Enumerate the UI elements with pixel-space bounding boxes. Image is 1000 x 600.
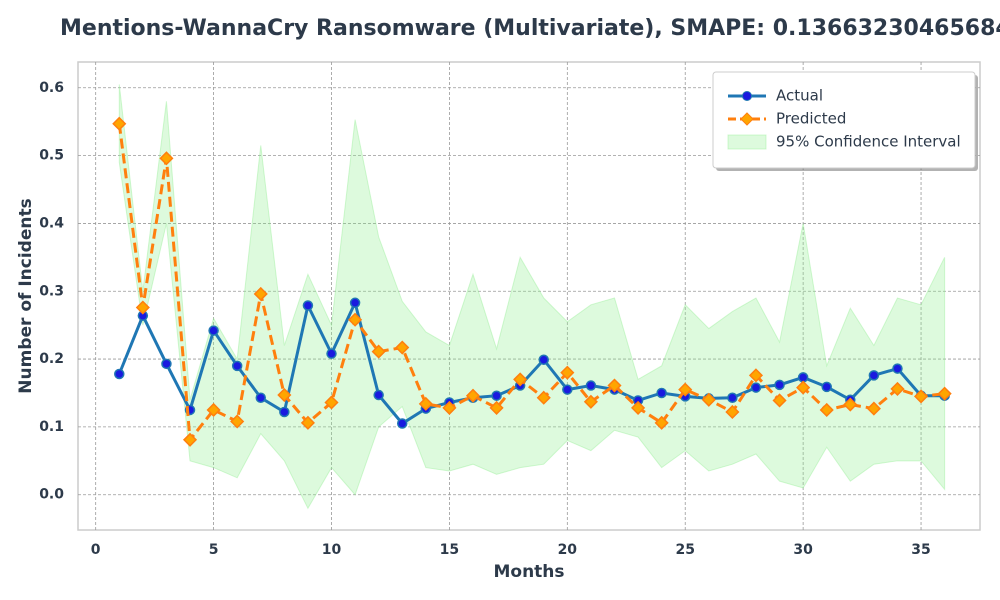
x-tick-label: 10 [322,542,342,558]
marker [348,312,363,327]
marker [206,402,221,418]
marker [821,381,832,393]
x-tick-label: 35 [911,542,930,558]
legend-label: Predicted [776,110,846,128]
y-tick-label: 0.0 [39,487,64,503]
y-tick-label: 0.6 [39,80,64,96]
y-tick-label: 0.3 [39,283,64,299]
marker [538,354,549,366]
marker [208,325,219,336]
marker [890,381,905,396]
marker [277,387,292,403]
x-axis-label: Months [493,562,564,582]
plot-frame [77,61,981,531]
y-tick-label: 0.4 [39,215,64,231]
marker [796,380,811,395]
marker [866,401,881,416]
marker [631,400,646,415]
marker [371,344,386,359]
marker [892,363,903,374]
marker [819,402,834,418]
marker [585,380,597,391]
marker [774,379,785,391]
x-tick-label: 20 [558,542,578,558]
legend-label: 95% Confidence Interval [776,133,961,151]
x-tick-label: 0 [91,542,101,558]
marker [727,392,738,403]
marker [135,300,150,315]
marker [182,432,198,447]
marker [255,392,267,403]
marker [396,418,408,429]
marker [868,370,880,381]
marker [159,151,174,166]
marker [373,389,384,401]
marker [279,406,290,418]
marker [562,384,573,395]
marker [418,396,433,411]
marker [843,397,858,412]
marker [489,400,504,415]
marker [701,392,716,407]
marker [230,414,245,429]
marker [513,372,528,387]
marker [324,395,339,410]
x-tick-label: 5 [209,542,219,558]
series-line [117,123,945,444]
marker [302,300,314,311]
marker [465,388,481,403]
x-tick-label: 15 [440,542,459,558]
y-axis-label: Number of Incidents [16,198,36,393]
marker [678,382,693,397]
y-tick-label: 0.2 [39,351,64,367]
x-tick-label: 25 [675,542,694,558]
chart-title: Mentions-WannaCry Ransomware (Multivaria… [60,16,1000,41]
marker [656,387,667,399]
legend-marker [740,112,754,126]
marker [395,340,410,355]
marker [607,378,622,393]
marker [750,382,762,393]
legend-label: Actual [776,87,823,105]
marker [253,286,268,302]
marker [772,393,787,408]
y-tick-label: 0.5 [39,148,64,164]
marker [654,415,669,430]
marker [231,360,243,372]
marker [748,368,764,383]
marker [300,415,315,430]
x-tick-label: 30 [793,542,813,558]
legend: Actual Predicted 95% Confidence Interval [712,71,978,171]
legend-marker [742,91,752,101]
marker [583,394,598,409]
marker [442,400,457,415]
marker [349,297,361,309]
marker [112,116,127,131]
legend-box [712,71,976,169]
marker [491,390,502,401]
legend-swatch [727,134,767,150]
marker [560,365,575,380]
marker [725,404,740,420]
y-tick-label: 0.1 [39,419,64,435]
marker [913,389,929,404]
marker [536,390,551,405]
marker [161,358,172,370]
marker [937,386,952,401]
marker [114,368,125,380]
marker [326,348,337,359]
